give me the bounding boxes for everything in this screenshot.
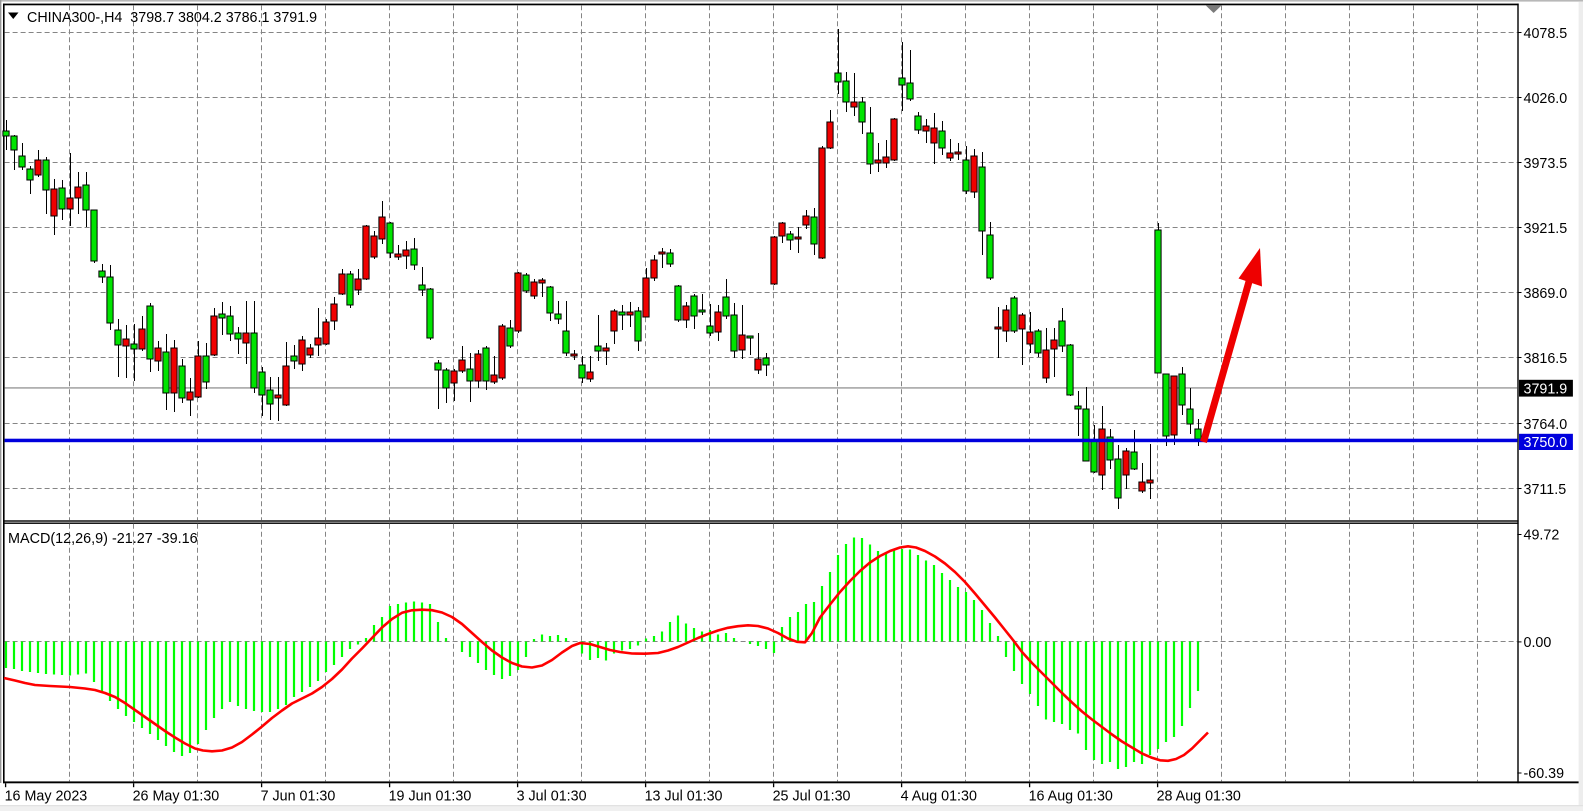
svg-text:4 Aug 01:30: 4 Aug 01:30	[901, 789, 977, 805]
svg-text:13 Jul 01:30: 13 Jul 01:30	[645, 789, 723, 805]
svg-text:16 May 2023: 16 May 2023	[5, 789, 88, 805]
svg-text:19 Jun 01:30: 19 Jun 01:30	[389, 789, 472, 805]
svg-text:3869.0: 3869.0	[1524, 286, 1568, 302]
svg-text:-60.39: -60.39	[1524, 766, 1565, 782]
svg-text:7 Jun 01:30: 7 Jun 01:30	[261, 789, 336, 805]
svg-text:0.00: 0.00	[1524, 635, 1552, 651]
svg-text:25 Jul 01:30: 25 Jul 01:30	[773, 789, 851, 805]
svg-text:49.72: 49.72	[1524, 528, 1560, 544]
svg-text:MACD(12,26,9) -21.27 -39.16: MACD(12,26,9) -21.27 -39.16	[8, 531, 198, 547]
svg-text:3816.5: 3816.5	[1524, 351, 1568, 367]
svg-text:3764.0: 3764.0	[1524, 417, 1568, 433]
svg-text:16 Aug 01:30: 16 Aug 01:30	[1029, 789, 1113, 805]
svg-text:3 Jul 01:30: 3 Jul 01:30	[517, 789, 587, 805]
svg-text:3973.5: 3973.5	[1524, 156, 1568, 172]
svg-text:4078.5: 4078.5	[1524, 26, 1568, 42]
svg-text:3711.5: 3711.5	[1524, 482, 1567, 498]
svg-text:28 Aug 01:30: 28 Aug 01:30	[1157, 789, 1241, 805]
svg-text:3750.0: 3750.0	[1524, 435, 1568, 451]
svg-text:CHINA300-,H4 3798.7 3804.2 37: CHINA300-,H4 3798.7 3804.2 3786.1 3791.9	[27, 10, 317, 26]
svg-text:3791.9: 3791.9	[1524, 381, 1568, 397]
svg-text:26 May 01:30: 26 May 01:30	[133, 789, 220, 805]
svg-text:3921.5: 3921.5	[1524, 221, 1568, 237]
svg-text:4026.0: 4026.0	[1524, 91, 1568, 107]
